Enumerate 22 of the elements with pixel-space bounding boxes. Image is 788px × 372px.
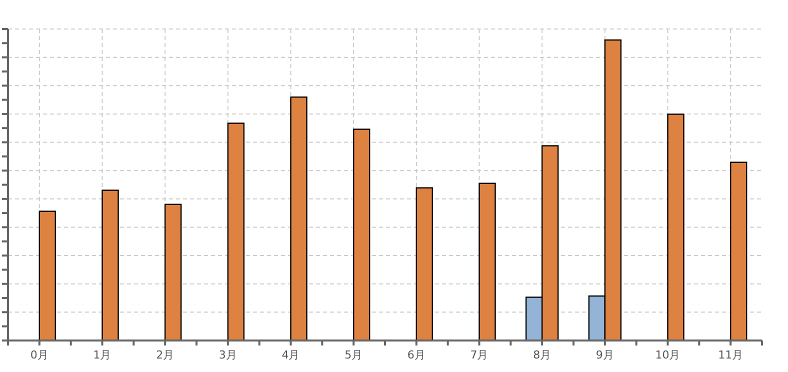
x-tick-label: 5月: [344, 348, 363, 362]
bar: [102, 190, 119, 342]
x-tick-label: 10月: [655, 348, 680, 362]
x-tick-label: 0月: [30, 348, 48, 362]
bar: [290, 96, 308, 342]
x-tick-label: 2月: [156, 348, 174, 362]
bar: [416, 187, 434, 342]
bar: [730, 162, 748, 342]
x-tick-label: 8月: [533, 348, 552, 362]
x-tick-label: 11月: [718, 348, 744, 362]
bar: [478, 182, 496, 342]
x-tick-label: 9月: [596, 348, 614, 362]
x-tick-label: 3月: [218, 348, 237, 362]
bar: [352, 128, 370, 342]
x-tick-label: 4月: [282, 348, 300, 362]
x-tick-label: 1月: [93, 348, 112, 362]
x-tick-label: 6月: [407, 348, 426, 362]
bar: [164, 204, 182, 342]
bar: [38, 210, 56, 342]
x-tick-label: 7月: [470, 348, 488, 362]
bar: [227, 122, 245, 342]
bar: [667, 114, 684, 342]
